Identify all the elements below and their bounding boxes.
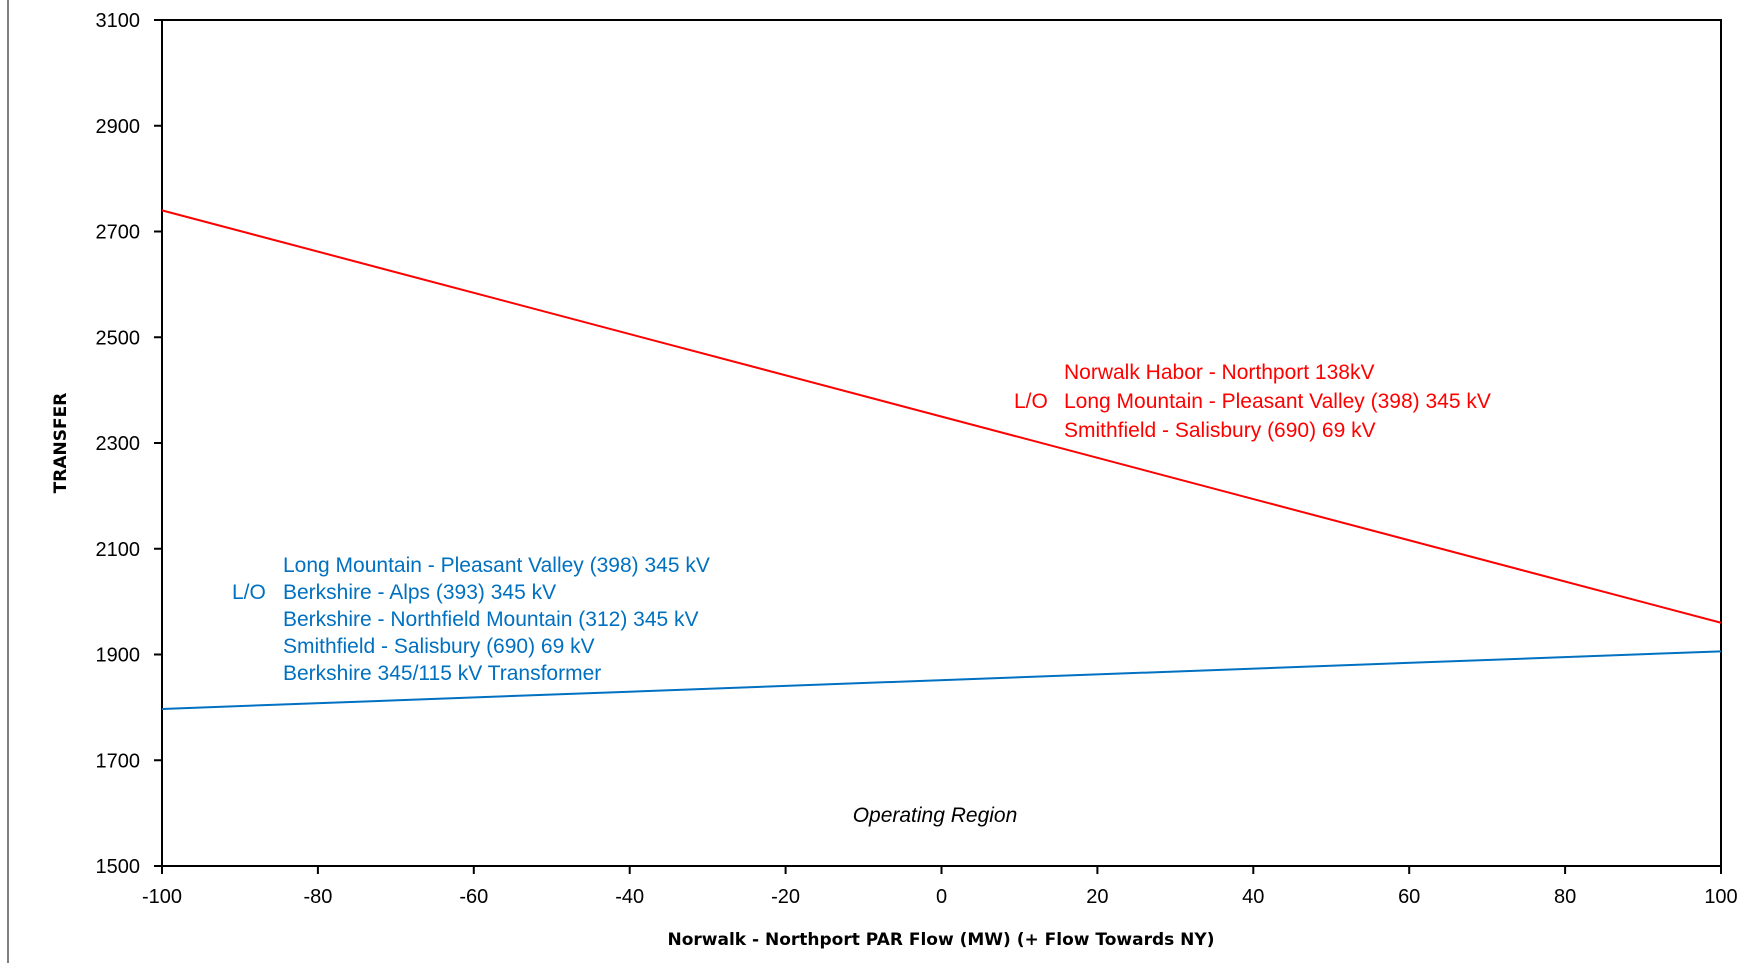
y-tick-label: 2100 (96, 539, 141, 561)
x-tick-label: 40 (1242, 886, 1264, 908)
y-axis-title: TRANSFER (51, 393, 71, 494)
blue-limit-line (161, 650, 1722, 710)
y-tick-label: 2500 (96, 327, 141, 349)
y-tick-label: 2700 (96, 222, 141, 244)
y-tick-label: 3100 (96, 10, 141, 32)
red-annotation-line-2: Long Mountain - Pleasant Valley (398) 34… (1064, 390, 1491, 413)
red-annotation-line-3: Smithfield - Salisbury (690) 69 kV (1064, 419, 1376, 442)
blue-limit-annotation: Long Mountain - Pleasant Valley (398) 34… (232, 554, 710, 685)
plot-area (161, 19, 1722, 867)
y-axis-ticks (154, 19, 162, 867)
blue-annotation-line-5: Berkshire 345/115 kV Transformer (283, 662, 601, 685)
x-tick-label: -60 (459, 886, 488, 908)
x-tick-label: -40 (615, 886, 644, 908)
blue-annotation-line-4: Smithfield - Salisbury (690) 69 kV (283, 635, 595, 658)
x-axis-tick-labels: -100 -80 -60 -40 -20 0 20 40 60 80 100 (142, 886, 1738, 908)
blue-annotation-line-3: Berkshire - Northfield Mountain (312) 34… (283, 608, 699, 631)
red-annotation-line-1: Norwalk Habor - Northport 138kV (1064, 361, 1374, 384)
y-tick-label: 1900 (96, 645, 141, 667)
x-tick-label: -100 (142, 886, 182, 908)
x-tick-label: 60 (1398, 886, 1420, 908)
x-tick-label: 100 (1704, 886, 1737, 908)
x-tick-label: 80 (1554, 886, 1576, 908)
y-tick-label: 2300 (96, 433, 141, 455)
x-tick-label: 0 (936, 886, 947, 908)
series-lines (161, 209, 1722, 710)
red-limit-line (161, 209, 1722, 624)
x-tick-label: 20 (1086, 886, 1108, 908)
red-limit-annotation: Norwalk Habor - Northport 138kV L/O Long… (1014, 361, 1491, 442)
x-axis-ticks (161, 866, 1722, 874)
blue-annotation-line-1: Long Mountain - Pleasant Valley (398) 34… (283, 554, 710, 577)
y-tick-label: 1700 (96, 750, 141, 772)
y-tick-label: 2900 (96, 116, 141, 138)
x-tick-label: -80 (303, 886, 332, 908)
blue-annotation-prefix: L/O (232, 581, 266, 604)
blue-annotation-line-2: Berkshire - Alps (393) 345 kV (283, 581, 556, 604)
x-axis-title: Norwalk - Northport PAR Flow (MW) (+ Flo… (668, 930, 1215, 950)
operating-region-label: Operating Region (853, 804, 1018, 827)
red-annotation-prefix: L/O (1014, 390, 1048, 413)
x-tick-label: -20 (771, 886, 800, 908)
y-tick-label: 1500 (96, 856, 141, 878)
y-axis-tick-labels: 1500 1700 1900 2100 2300 2500 2700 2900 3100 (96, 10, 141, 878)
